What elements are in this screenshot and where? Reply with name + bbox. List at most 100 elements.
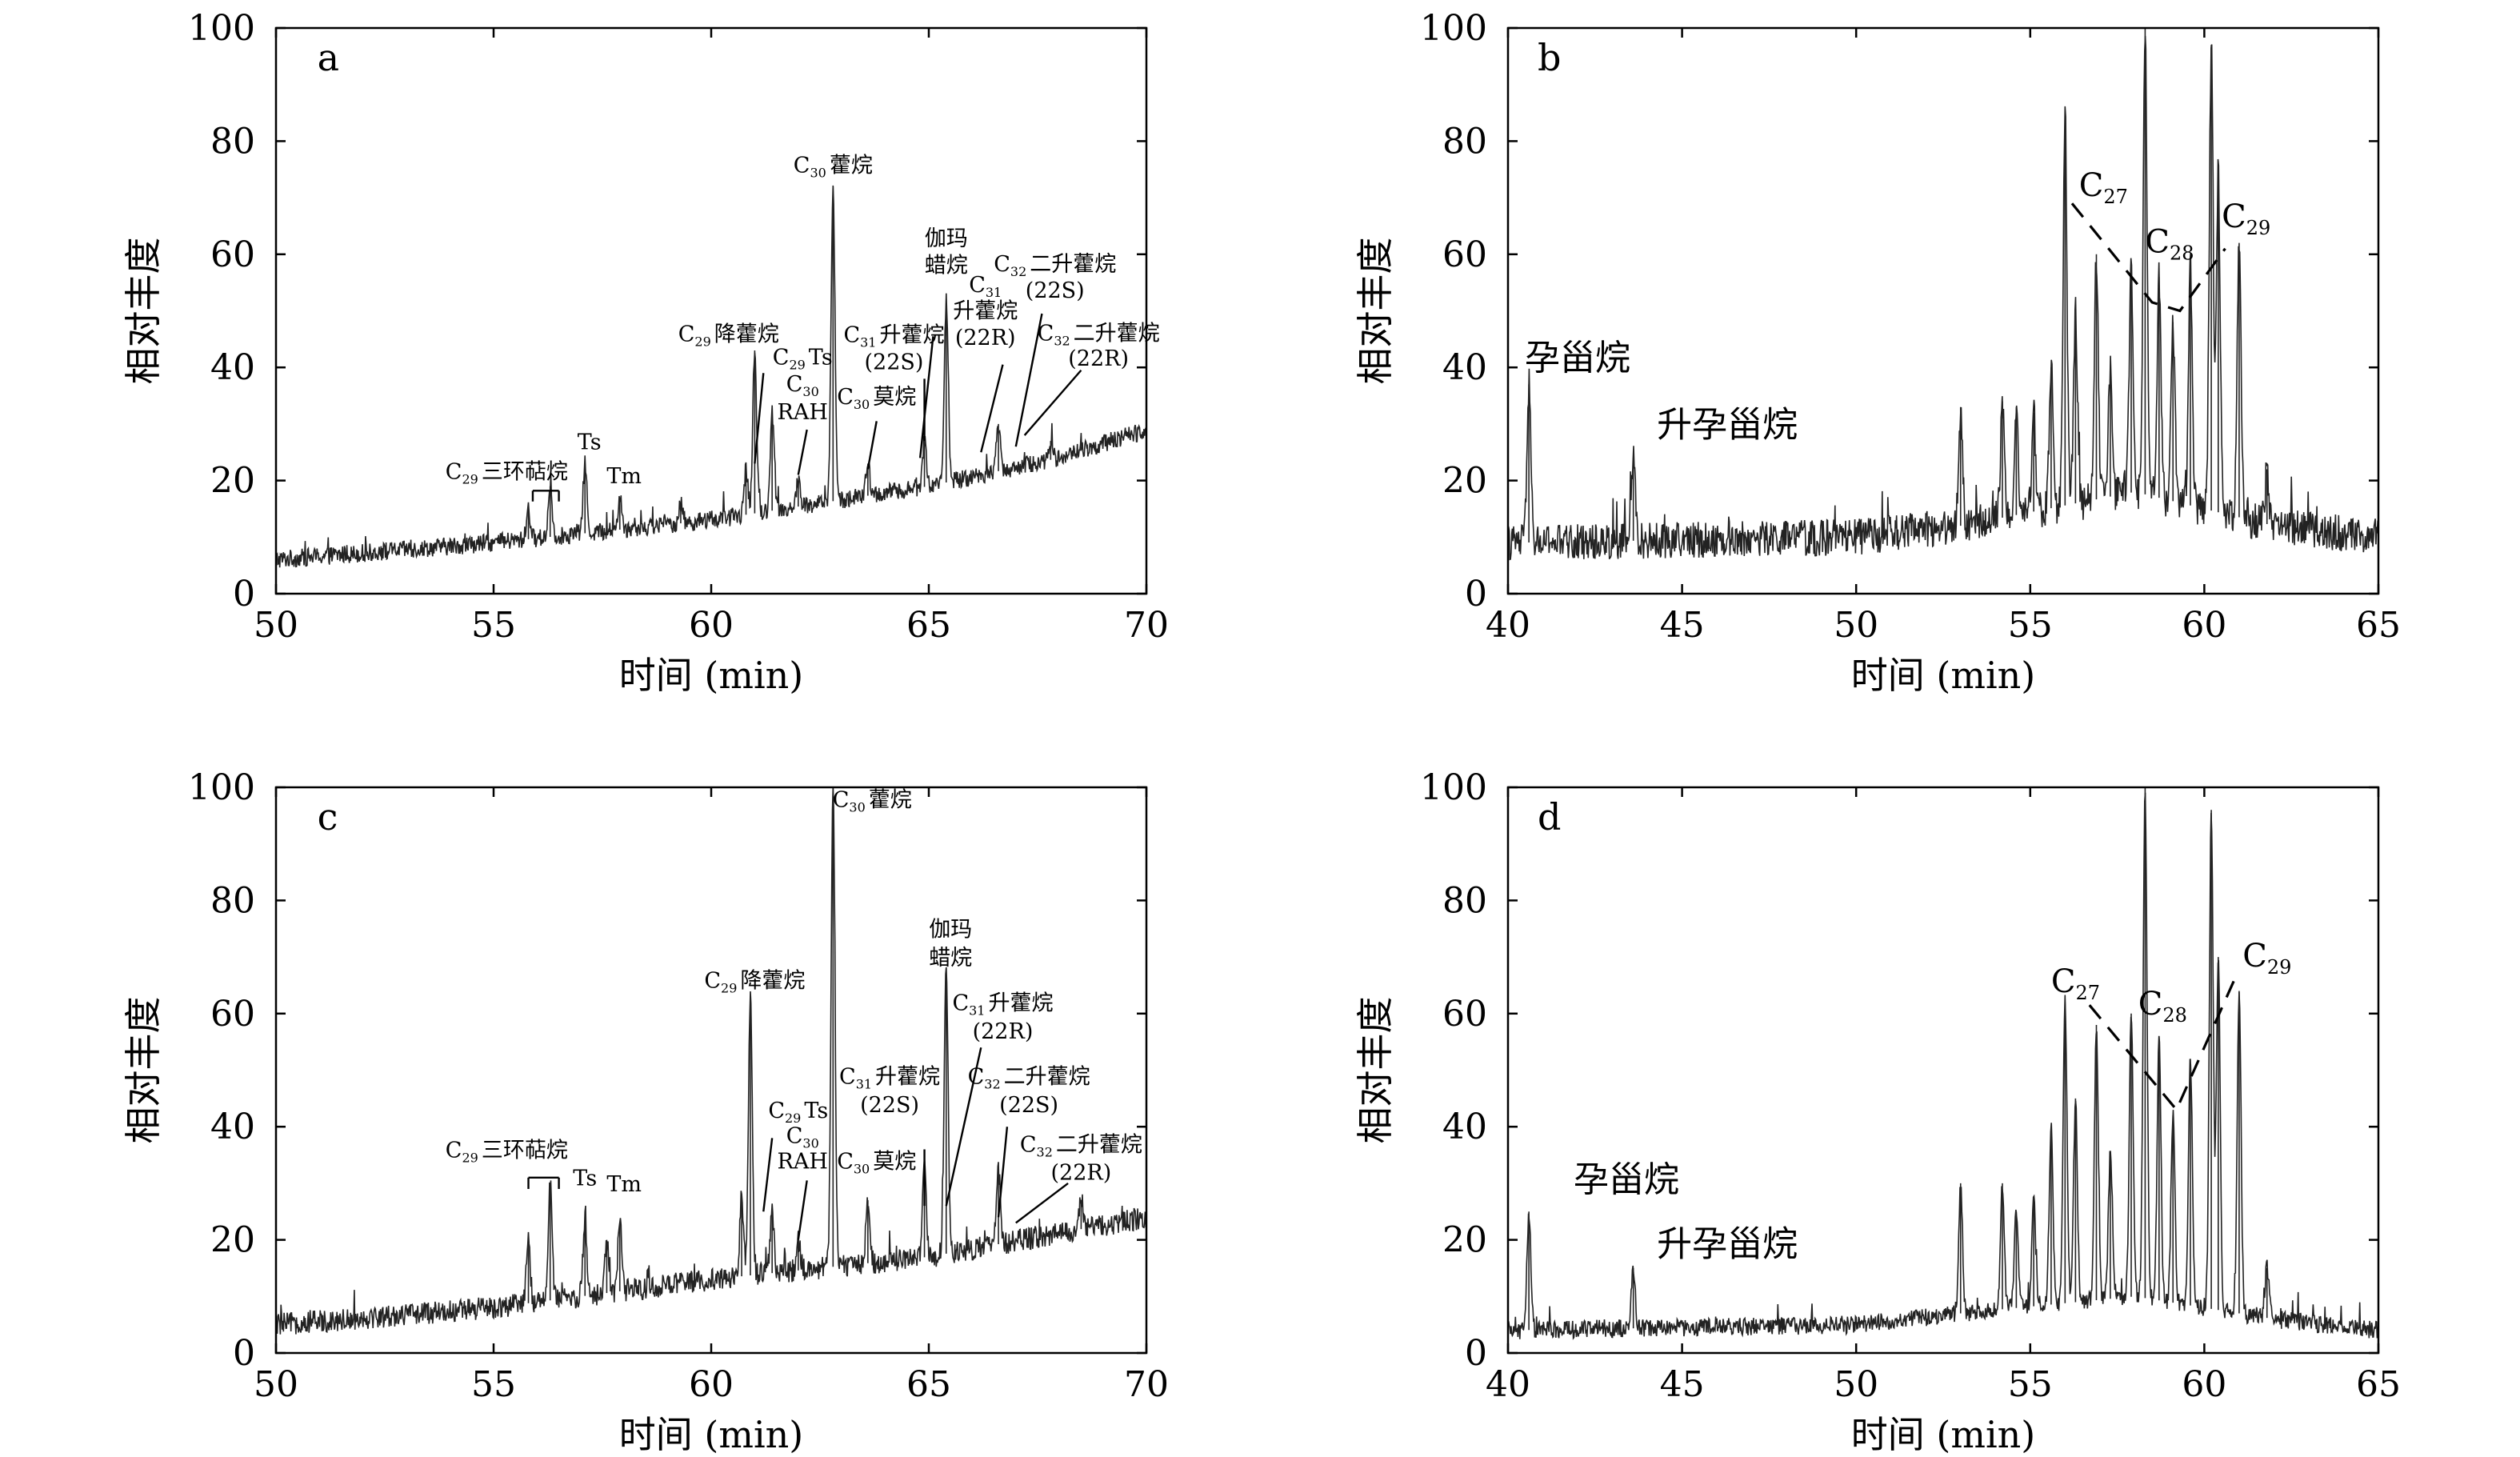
y-axis-label: 相对丰度 <box>1354 238 1397 385</box>
annotation-c31r_0: C31 <box>969 273 1002 300</box>
annotation-pregnane: 孕甾烷 <box>1574 1159 1679 1200</box>
annotation-ts: Ts <box>578 430 602 455</box>
y-tick-label: 100 <box>188 767 255 808</box>
annotation-c32s_2: (22S) <box>999 1093 1058 1118</box>
annotation-tm: Tm <box>606 464 642 489</box>
y-tick-label: 40 <box>210 347 255 388</box>
y-tick-label: 40 <box>210 1107 255 1147</box>
x-tick-label: 45 <box>1660 605 1705 646</box>
annotation-hopane: C30 藿烷 <box>833 788 912 815</box>
y-tick-label: 20 <box>1442 1220 1487 1261</box>
x-tick-label: 60 <box>689 1364 734 1405</box>
y-axis-label: 相对丰度 <box>122 238 165 385</box>
x-axis-label: 时间 (min) <box>1851 1413 2035 1456</box>
annotation-homopregnane: 升孕甾烷 <box>1657 1223 1798 1264</box>
x-tick-label: 40 <box>1486 605 1530 646</box>
leader-line <box>797 429 808 475</box>
plot-frame <box>1506 786 2380 1355</box>
annotation-c29: C29 <box>2222 198 2270 239</box>
y-tick-label: 0 <box>1465 574 1487 614</box>
y-tick-label: 80 <box>210 880 255 921</box>
sterane-dash-line <box>2088 976 2238 1113</box>
annotation-homopregnane: 升孕甾烷 <box>1657 404 1798 445</box>
panel-d: 40 45 50 55 60 65 0 20 40 60 80 100 时间 (min) 相对丰度 d C27… <box>1354 767 2401 1456</box>
annotation-rah: RAH <box>778 1150 828 1175</box>
chromatogram-trace <box>275 185 1147 568</box>
x-axis-label: 时间 (min) <box>619 1413 803 1456</box>
annotation-c31s_2: (22S) <box>865 350 924 374</box>
leader-line <box>797 1180 808 1240</box>
annotation-hopane: C30 藿烷 <box>794 153 873 180</box>
panel-b: 40 45 50 55 60 65 0 20 40 60 80 100 时间 (min) 相对丰度 b C27… <box>1354 8 2401 697</box>
y-tick-label: 0 <box>1465 1333 1487 1374</box>
annotation-c32s_1: C32 二升藿烷 <box>968 1064 1090 1091</box>
x-axis-label: 时间 (min) <box>1851 654 2035 697</box>
annotation-tricyclic: C29 三环萜烷 <box>446 459 568 486</box>
leader-line <box>918 336 934 458</box>
y-tick-label: 100 <box>1420 767 1487 808</box>
x-tick-label: 65 <box>2356 1364 2401 1405</box>
x-tick-label: 60 <box>2182 1364 2226 1405</box>
y-tick-label: 80 <box>210 121 255 162</box>
y-tick-label: 60 <box>210 994 255 1035</box>
x-tick-label: 50 <box>254 605 298 646</box>
annotation-ts: Ts <box>573 1167 597 1191</box>
y-tick-label: 20 <box>1442 461 1487 502</box>
annotation-norhopane: C29 降藿烷 <box>678 322 779 350</box>
annotation-gamma2: 蜡烷 <box>925 253 968 278</box>
x-axis-label: 时间 (min) <box>619 654 803 697</box>
x-tick-label: 50 <box>1834 1364 1878 1405</box>
annotation-c27: C27 <box>2051 963 2100 1004</box>
annotation-gamma1: 伽玛 <box>929 918 972 943</box>
y-tick-label: 0 <box>233 574 255 614</box>
leader-line <box>754 373 765 464</box>
annotation-c29: C29 <box>2242 938 2291 979</box>
annotation-moretane: C30 莫烷 <box>837 385 916 412</box>
annotation-c31r_2: (22R) <box>955 326 1016 350</box>
annotation-tricyclic: C29 三环萜烷 <box>446 1138 568 1165</box>
leader-line <box>1015 1182 1069 1224</box>
annotation-c28: C28 <box>2138 986 2187 1027</box>
leader-line <box>945 1047 982 1207</box>
y-axis-label: 相对丰度 <box>122 997 165 1144</box>
y-tick-label: 80 <box>1442 121 1487 162</box>
y-tick-label: 40 <box>1442 347 1487 388</box>
x-tick-label: 65 <box>2356 605 2401 646</box>
y-tick-label: 60 <box>210 234 255 275</box>
y-tick-label: 60 <box>1442 994 1487 1035</box>
annotation-c31s_2: (22S) <box>860 1093 919 1118</box>
annotation-gamma1: 伽玛 <box>925 226 968 251</box>
x-tick-label: 40 <box>1486 1364 1530 1405</box>
panel-letter: c <box>318 795 338 839</box>
sterane-dash-line <box>2070 202 2226 313</box>
x-tick-label: 50 <box>254 1364 298 1405</box>
annotation-norhopane: C29 降藿烷 <box>704 968 805 995</box>
annotation-c30: C30 <box>786 1124 819 1151</box>
panel-letter: b <box>1538 36 1561 79</box>
leader-line <box>866 421 878 470</box>
x-tick-label: 55 <box>471 605 516 646</box>
x-tick-label: 65 <box>906 1364 951 1405</box>
x-tick-label: 65 <box>906 605 951 646</box>
x-tick-label: 60 <box>2182 605 2226 646</box>
annotation-c31s_1: C31 升藿烷 <box>839 1064 940 1091</box>
annotation-c32r_1: C32 二升藿烷 <box>1020 1132 1142 1159</box>
y-tick-label: 20 <box>210 1220 255 1261</box>
x-tick-label: 70 <box>1124 605 1169 646</box>
chromatogram-trace <box>1507 35 2379 561</box>
annotation-c30: C30 <box>786 372 819 399</box>
plot-frame <box>1506 26 2380 595</box>
x-tick-label: 50 <box>1834 605 1878 646</box>
annotation-c31r_2: (22R) <box>973 1019 1034 1044</box>
y-tick-label: 60 <box>1442 234 1487 275</box>
y-tick-label: 0 <box>233 1333 255 1374</box>
annotation-c27: C27 <box>2079 167 2128 208</box>
leader-line <box>997 1127 1009 1218</box>
annotation-c32s_2: (22S) <box>1026 278 1085 303</box>
x-tick-label: 55 <box>2008 1364 2053 1405</box>
leader-line <box>762 1138 774 1212</box>
annotation-pregnane: 孕甾烷 <box>1525 338 1630 378</box>
x-tick-label: 60 <box>689 605 734 646</box>
annotation-c29ts: C29 Ts <box>773 346 833 373</box>
